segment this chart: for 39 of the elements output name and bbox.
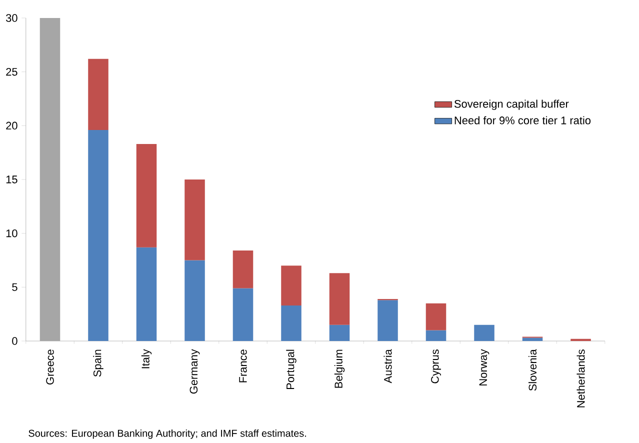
y-tick-label: 10	[6, 229, 18, 238]
y-tick-label: 15	[6, 176, 18, 184]
x-tick-label: Greece	[46, 350, 54, 384]
x-tick-label: Norway	[479, 349, 490, 386]
bar	[88, 130, 108, 341]
bar	[426, 303, 446, 330]
y-tick-label: 30	[6, 14, 18, 22]
y-tick-label: 5	[12, 283, 18, 291]
bar	[426, 330, 446, 341]
y-tick-label: 0	[12, 337, 18, 345]
bar	[474, 324, 494, 341]
legend-label: Sovereign capital buffer	[454, 100, 569, 110]
x-tick-label: Spain	[93, 350, 104, 377]
x-tick-label: Slovenia	[528, 349, 537, 391]
bar	[329, 324, 350, 341]
x-tick-label: Austria	[384, 349, 392, 384]
bar	[232, 250, 254, 288]
source-note: Sources: European Banking Authority; and IMF staff estimates.	[28, 430, 306, 439]
x-tick-label: Belgium	[334, 350, 345, 388]
bar	[184, 260, 205, 341]
bar	[281, 305, 302, 341]
bar	[136, 247, 157, 341]
x-tick-label: Portugal	[286, 350, 296, 390]
bar	[522, 338, 543, 341]
bar	[329, 273, 350, 325]
bar	[232, 288, 254, 341]
bar	[184, 179, 205, 260]
bar	[378, 300, 398, 341]
x-tick-label: Germany	[190, 349, 200, 394]
y-tick-label: 25	[6, 68, 18, 76]
x-tick-label: Cyprus	[431, 350, 441, 384]
legend-label: Need for 9% core tier 1 ratio	[454, 116, 591, 124]
bar	[281, 266, 302, 306]
x-tick-label: France	[239, 350, 247, 382]
y-tick-label: 20	[6, 122, 18, 130]
bar	[88, 58, 108, 130]
x-tick-label: Netherlands	[576, 350, 585, 408]
x-tick-label: Italy	[141, 349, 152, 368]
bar	[136, 144, 157, 248]
